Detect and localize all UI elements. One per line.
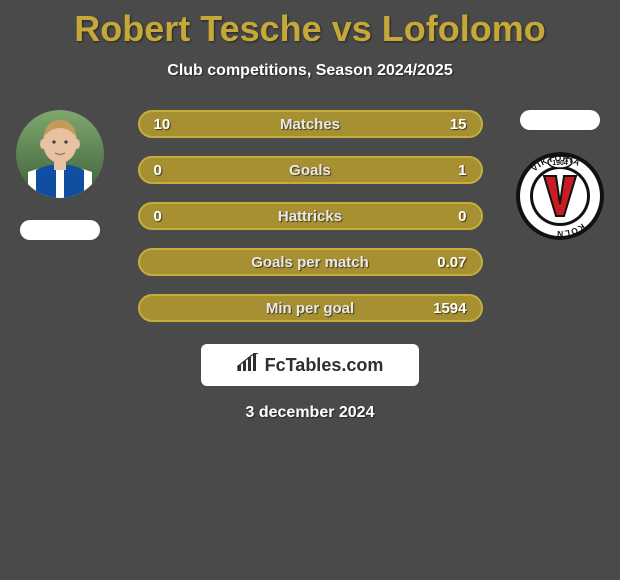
title: Robert Tesche vs Lofolomo	[0, 8, 620, 50]
comparison-infographic: Robert Tesche vs Lofolomo Club competiti…	[0, 0, 620, 422]
stat-metric: Goals	[289, 162, 331, 179]
comparison-body: 1904 VIKTORIA KÖLN 10 Matches	[0, 110, 620, 422]
stat-right-value: 0.07	[437, 254, 466, 271]
stat-metric: Goals per match	[251, 254, 369, 271]
left-player-flag	[20, 220, 100, 240]
stat-metric: Hattricks	[278, 208, 342, 225]
stat-left-value: 0	[154, 162, 162, 179]
stats-bars: 10 Matches 15 0 Goals 1 0 Hattricks 0 Go…	[138, 110, 483, 322]
stat-metric: Min per goal	[266, 300, 354, 317]
bar-chart-icon	[237, 353, 259, 378]
left-player-column	[10, 110, 110, 240]
stat-right-value: 1	[458, 162, 466, 179]
club-badge-icon: 1904 VIKTORIA KÖLN	[516, 152, 604, 240]
date-label: 3 december 2024	[0, 404, 620, 422]
stat-left-value: 10	[154, 116, 171, 133]
right-club-badge: 1904 VIKTORIA KÖLN	[516, 152, 604, 240]
stat-bar: Goals per match 0.07	[138, 248, 483, 276]
right-player-flag	[520, 110, 600, 130]
stat-bar: 0 Hattricks 0	[138, 202, 483, 230]
left-player-photo	[16, 110, 104, 198]
subtitle: Club competitions, Season 2024/2025	[0, 62, 620, 80]
source-label: FcTables.com	[265, 355, 384, 376]
stat-right-value: 0	[458, 208, 466, 225]
stat-left-value: 0	[154, 208, 162, 225]
stat-bar: Min per goal 1594	[138, 294, 483, 322]
stat-metric: Matches	[280, 116, 340, 133]
player-photo-icon	[16, 110, 104, 198]
right-player-column: 1904 VIKTORIA KÖLN	[510, 110, 610, 240]
source-badge: FcTables.com	[201, 344, 419, 386]
stat-right-value: 15	[450, 116, 467, 133]
stat-bar: 10 Matches 15	[138, 110, 483, 138]
stat-right-value: 1594	[433, 300, 466, 317]
stat-bar: 0 Goals 1	[138, 156, 483, 184]
